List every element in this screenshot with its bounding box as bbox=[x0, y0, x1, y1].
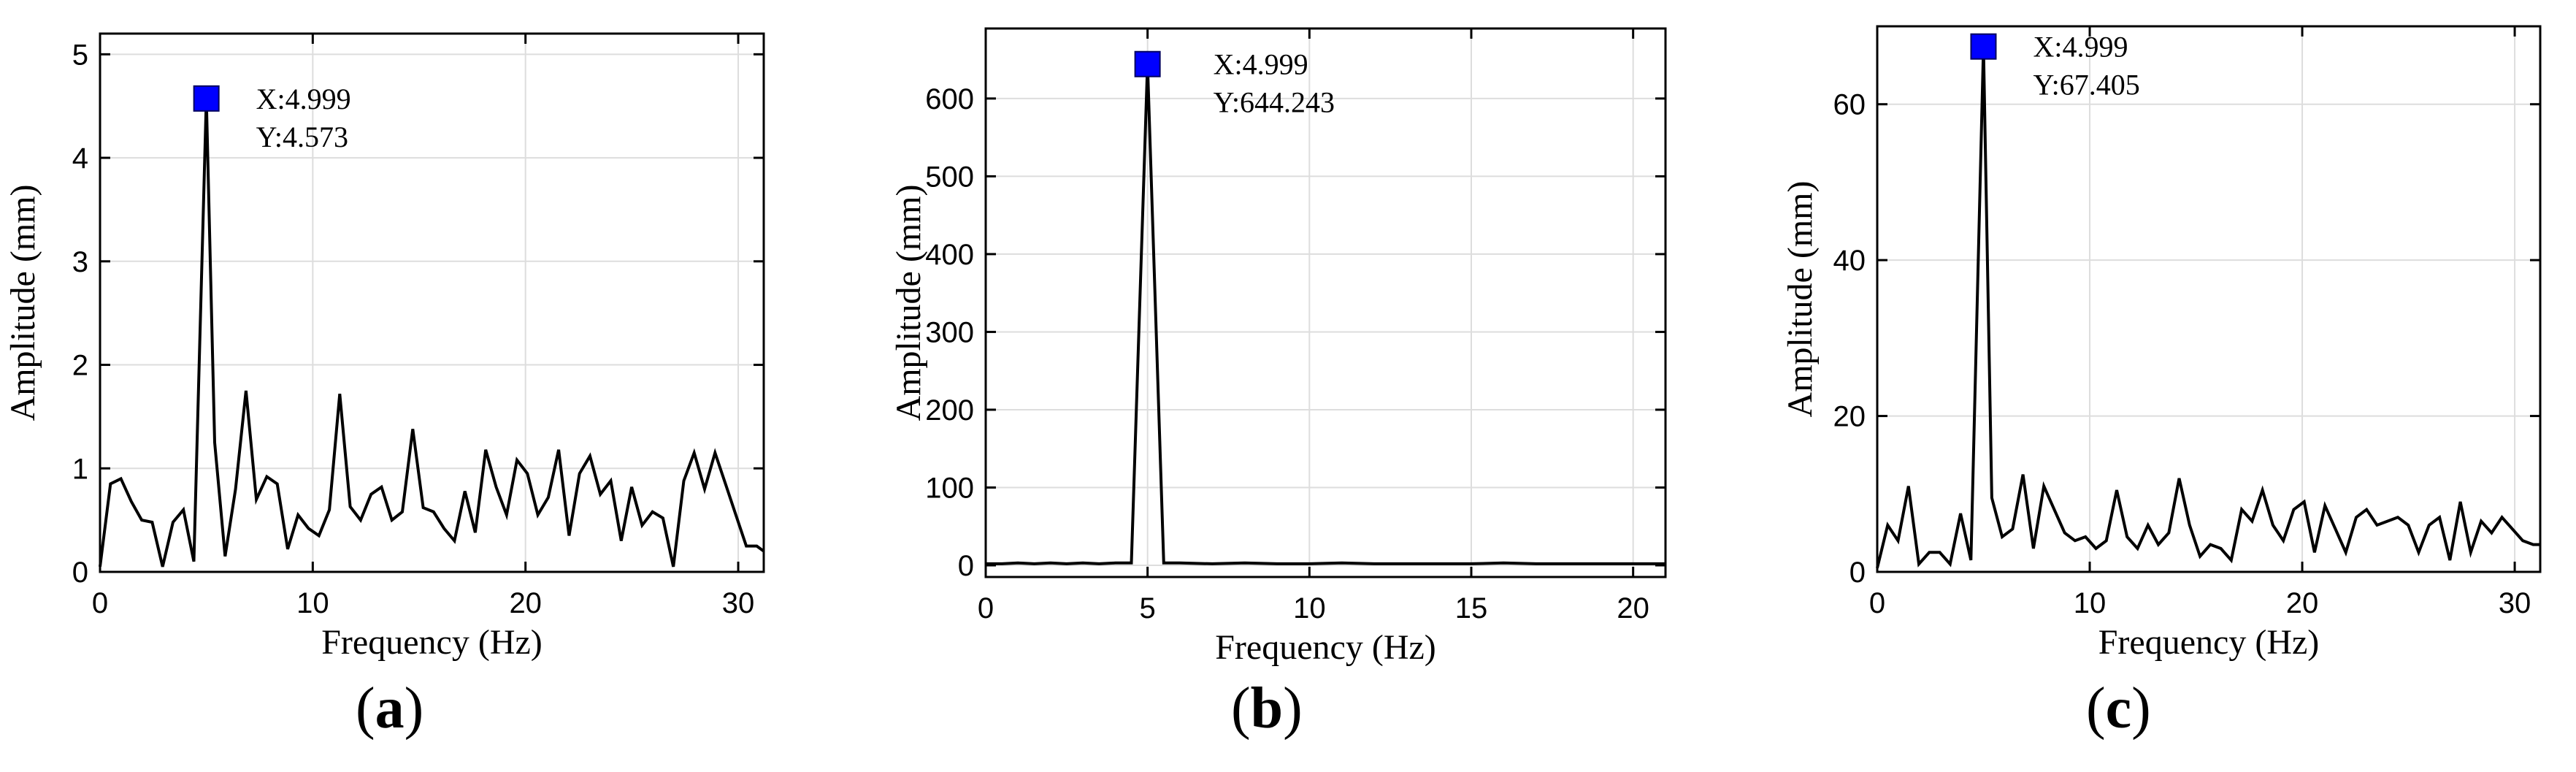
x-axis-label: Frequency (Hz) bbox=[2098, 623, 2320, 662]
peak-label-y: Y:644.243 bbox=[1214, 86, 1335, 119]
y-tick-label: 0 bbox=[72, 557, 88, 589]
x-tick-label: 0 bbox=[92, 587, 108, 619]
x-tick-label: 30 bbox=[2499, 587, 2531, 619]
x-tick-label: 0 bbox=[1869, 587, 1885, 619]
caption-a: (a) bbox=[356, 676, 424, 741]
y-axis-label: Amplitude (mm) bbox=[1781, 181, 1820, 418]
x-tick-label: 20 bbox=[509, 587, 542, 619]
x-tick-label: 10 bbox=[296, 587, 329, 619]
x-tick-label: 10 bbox=[1293, 592, 1326, 624]
caption-c: (c) bbox=[2086, 676, 2151, 741]
x-tick-label: 30 bbox=[722, 587, 755, 619]
data-series-line bbox=[986, 64, 1665, 565]
y-tick-label: 20 bbox=[1833, 401, 1866, 433]
x-tick-label: 20 bbox=[2286, 587, 2319, 619]
chart-c-svg: 0 10 20 30 0 20 40 60 Frequency (Hz) Amplitude (m… bbox=[1781, 25, 2542, 662]
x-tick-label: 15 bbox=[1455, 592, 1488, 624]
y-tick-label: 2 bbox=[72, 350, 88, 382]
plot-frame bbox=[984, 27, 1667, 578]
y-tick-label: 3 bbox=[72, 246, 88, 278]
peak-label-x: X:4.999 bbox=[256, 83, 351, 115]
y-tick-label: 500 bbox=[925, 161, 974, 193]
data-series-line bbox=[1876, 46, 2540, 569]
y-tick-label: 200 bbox=[925, 394, 974, 427]
y-axis-label: Amplitude (mm) bbox=[889, 185, 928, 421]
y-tick-label: 300 bbox=[925, 316, 974, 348]
x-axis-label: Frequency (Hz) bbox=[321, 623, 543, 662]
chart-panel-b: 0 5 10 15 20 0 100 200 300 400 500 600 Frequency (Hz… bbox=[859, 0, 1717, 772]
y-tick-label: 40 bbox=[1833, 245, 1866, 277]
x-tick-label: 5 bbox=[1140, 592, 1156, 624]
peak-marker bbox=[1970, 33, 1997, 60]
data-series-line bbox=[99, 98, 765, 567]
grid bbox=[986, 28, 1665, 577]
caption-b: (b) bbox=[1231, 676, 1303, 741]
y-tick-label: 0 bbox=[958, 550, 974, 582]
y-tick-label: 100 bbox=[925, 472, 974, 504]
peak-label-x: X:4.999 bbox=[2033, 31, 2128, 64]
y-tick-label: 60 bbox=[1833, 89, 1866, 121]
y-tick-label: 0 bbox=[1849, 557, 1866, 589]
y-tick-label: 4 bbox=[72, 142, 88, 175]
plot-frame bbox=[99, 32, 765, 573]
chart-panel-c: 0 10 20 30 0 20 40 60 Frequency (Hz) Amplitude (m… bbox=[1717, 0, 2576, 772]
peak-label-x: X:4.999 bbox=[1214, 48, 1308, 81]
x-tick-label: 20 bbox=[1617, 592, 1649, 624]
y-tick-label: 1 bbox=[72, 453, 88, 485]
y-tick-label: 600 bbox=[925, 83, 974, 115]
y-tick-label: 400 bbox=[925, 239, 974, 271]
peak-marker bbox=[1134, 50, 1161, 77]
peak-label-y: Y:4.573 bbox=[256, 121, 348, 153]
peak-marker bbox=[193, 85, 220, 112]
plot-frame bbox=[1876, 25, 2542, 573]
x-tick-label: 0 bbox=[978, 592, 994, 624]
peak-label-y: Y:67.405 bbox=[2033, 69, 2139, 102]
chart-panel-a: 0 10 20 30 0 1 2 3 4 5 Frequency (Hz) Amplitude (mm… bbox=[0, 0, 859, 772]
y-tick-label: 5 bbox=[72, 39, 88, 71]
y-axis-label: Amplitude (mm) bbox=[4, 185, 42, 421]
x-axis-label: Frequency (Hz) bbox=[1215, 628, 1436, 667]
chart-a-svg: 0 10 20 30 0 1 2 3 4 5 Frequency (Hz) Amplitude (mm… bbox=[4, 32, 765, 662]
x-tick-label: 10 bbox=[2074, 587, 2107, 619]
